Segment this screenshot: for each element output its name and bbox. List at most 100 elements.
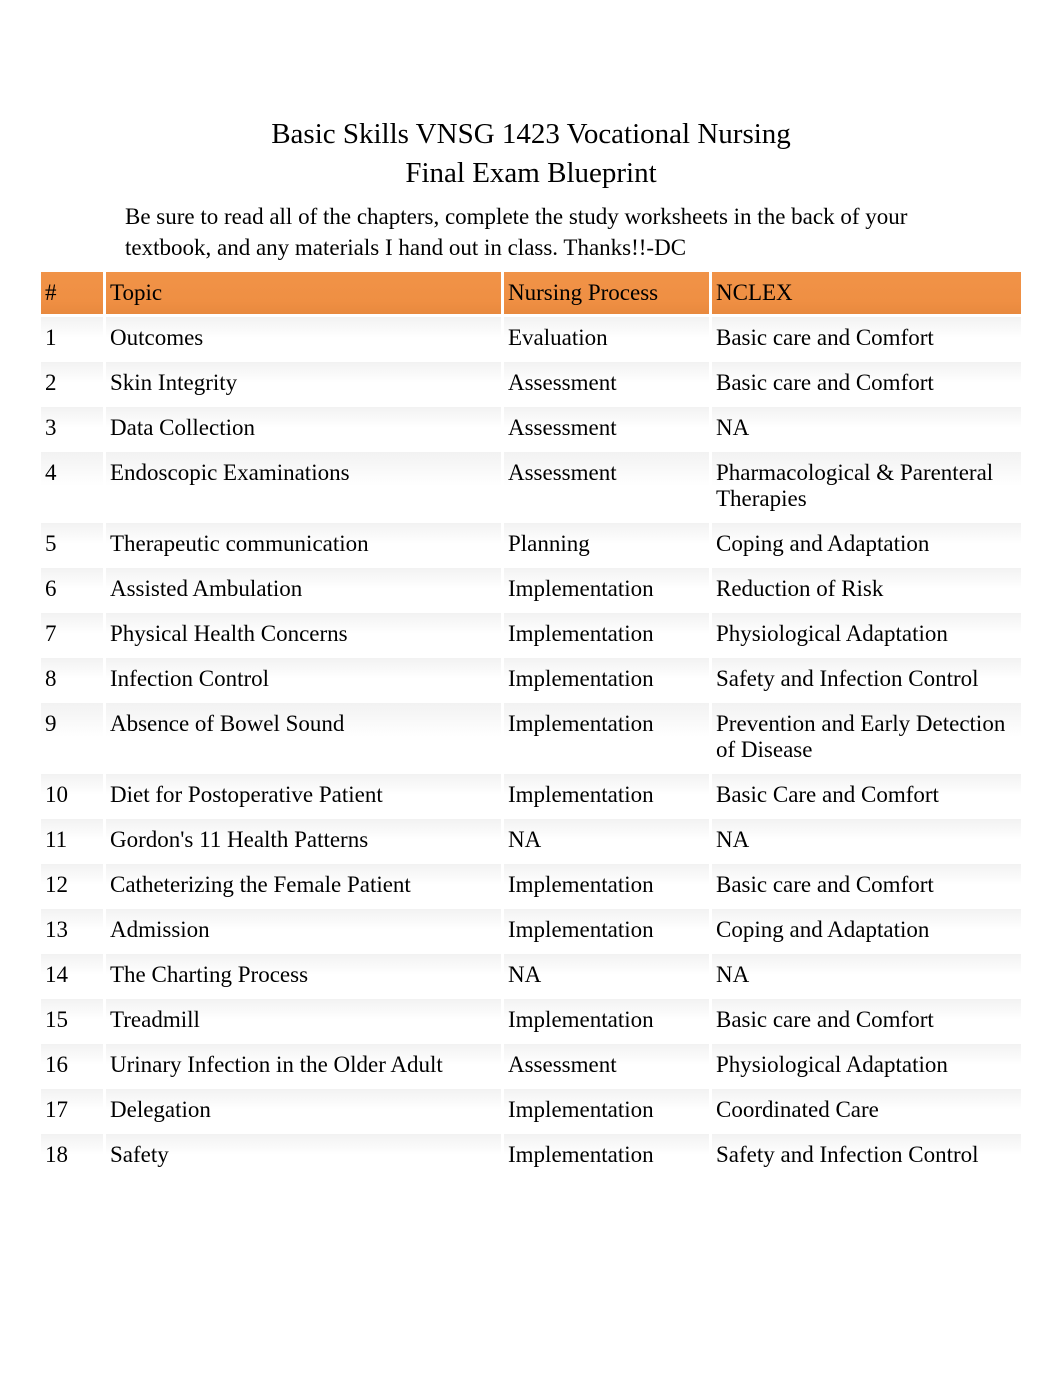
table-row: 5Therapeutic communicationPlanningCoping… bbox=[41, 523, 1021, 565]
cell-num: 4 bbox=[41, 452, 103, 520]
cell-process: Implementation bbox=[504, 1134, 709, 1176]
cell-num: 3 bbox=[41, 407, 103, 449]
cell-topic: Physical Health Concerns bbox=[106, 613, 501, 655]
table-row: 17DelegationImplementationCoordinated Ca… bbox=[41, 1089, 1021, 1131]
cell-topic: Delegation bbox=[106, 1089, 501, 1131]
cell-nclex: NA bbox=[712, 954, 1021, 996]
cell-process: Implementation bbox=[504, 703, 709, 771]
cell-num: 13 bbox=[41, 909, 103, 951]
cell-process: Implementation bbox=[504, 658, 709, 700]
cell-num: 15 bbox=[41, 999, 103, 1041]
cell-num: 6 bbox=[41, 568, 103, 610]
header-num: # bbox=[41, 272, 103, 314]
cell-process: Assessment bbox=[504, 407, 709, 449]
table-row: 3Data CollectionAssessmentNA bbox=[41, 407, 1021, 449]
cell-num: 12 bbox=[41, 864, 103, 906]
cell-num: 14 bbox=[41, 954, 103, 996]
table-row: 15TreadmillImplementationBasic care and … bbox=[41, 999, 1021, 1041]
cell-num: 1 bbox=[41, 317, 103, 359]
cell-topic: Gordon's 11 Health Patterns bbox=[106, 819, 501, 861]
cell-topic: Treadmill bbox=[106, 999, 501, 1041]
cell-num: 5 bbox=[41, 523, 103, 565]
cell-process: Assessment bbox=[504, 452, 709, 520]
table-row: 14The Charting ProcessNANA bbox=[41, 954, 1021, 996]
cell-process: Implementation bbox=[504, 864, 709, 906]
cell-topic: Absence of Bowel Sound bbox=[106, 703, 501, 771]
table-row: 2Skin IntegrityAssessmentBasic care and … bbox=[41, 362, 1021, 404]
table-row: 6Assisted AmbulationImplementationReduct… bbox=[41, 568, 1021, 610]
table-row: 1OutcomesEvaluationBasic care and Comfor… bbox=[41, 317, 1021, 359]
cell-nclex: Physiological Adaptation bbox=[712, 1044, 1021, 1086]
cell-topic: Outcomes bbox=[106, 317, 501, 359]
table-row: 10Diet for Postoperative PatientImplemen… bbox=[41, 774, 1021, 816]
table-row: 9Absence of Bowel SoundImplementationPre… bbox=[41, 703, 1021, 771]
cell-nclex: Basic care and Comfort bbox=[712, 362, 1021, 404]
header-process: Nursing Process bbox=[504, 272, 709, 314]
title-line-2: Final Exam Blueprint bbox=[30, 154, 1032, 193]
cell-topic: Assisted Ambulation bbox=[106, 568, 501, 610]
table-row: 12Catheterizing the Female PatientImplem… bbox=[41, 864, 1021, 906]
cell-topic: Urinary Infection in the Older Adult bbox=[106, 1044, 501, 1086]
cell-process: Evaluation bbox=[504, 317, 709, 359]
cell-process: Implementation bbox=[504, 613, 709, 655]
blueprint-table: # Topic Nursing Process NCLEX 1OutcomesE… bbox=[38, 269, 1024, 1179]
cell-num: 8 bbox=[41, 658, 103, 700]
cell-nclex: Coping and Adaptation bbox=[712, 909, 1021, 951]
cell-process: Implementation bbox=[504, 568, 709, 610]
table-row: 11Gordon's 11 Health PatternsNANA bbox=[41, 819, 1021, 861]
cell-nclex: Pharmacological & Parenteral Therapies bbox=[712, 452, 1021, 520]
cell-topic: Infection Control bbox=[106, 658, 501, 700]
cell-process: Implementation bbox=[504, 999, 709, 1041]
title-block: Basic Skills VNSG 1423 Vocational Nursin… bbox=[30, 115, 1032, 193]
cell-nclex: Coordinated Care bbox=[712, 1089, 1021, 1131]
cell-process: Planning bbox=[504, 523, 709, 565]
table-row: 16Urinary Infection in the Older AdultAs… bbox=[41, 1044, 1021, 1086]
cell-nclex: Safety and Infection Control bbox=[712, 658, 1021, 700]
table-header-row: # Topic Nursing Process NCLEX bbox=[41, 272, 1021, 314]
cell-process: NA bbox=[504, 954, 709, 996]
cell-num: 16 bbox=[41, 1044, 103, 1086]
instructions-text: Be sure to read all of the chapters, com… bbox=[30, 201, 1032, 263]
title-line-1: Basic Skills VNSG 1423 Vocational Nursin… bbox=[30, 115, 1032, 154]
cell-process: NA bbox=[504, 819, 709, 861]
cell-num: 7 bbox=[41, 613, 103, 655]
cell-process: Implementation bbox=[504, 909, 709, 951]
cell-nclex: Coping and Adaptation bbox=[712, 523, 1021, 565]
table-row: 7Physical Health ConcernsImplementationP… bbox=[41, 613, 1021, 655]
cell-topic: Endoscopic Examinations bbox=[106, 452, 501, 520]
cell-topic: Therapeutic communication bbox=[106, 523, 501, 565]
cell-nclex: NA bbox=[712, 819, 1021, 861]
cell-num: 18 bbox=[41, 1134, 103, 1176]
header-nclex: NCLEX bbox=[712, 272, 1021, 314]
header-topic: Topic bbox=[106, 272, 501, 314]
cell-process: Assessment bbox=[504, 1044, 709, 1086]
cell-nclex: Basic care and Comfort bbox=[712, 864, 1021, 906]
table-row: 8Infection ControlImplementationSafety a… bbox=[41, 658, 1021, 700]
cell-nclex: NA bbox=[712, 407, 1021, 449]
cell-nclex: Basic Care and Comfort bbox=[712, 774, 1021, 816]
table-row: 18SafetyImplementationSafety and Infecti… bbox=[41, 1134, 1021, 1176]
cell-num: 9 bbox=[41, 703, 103, 771]
table-row: 13AdmissionImplementationCoping and Adap… bbox=[41, 909, 1021, 951]
document-container: Basic Skills VNSG 1423 Vocational Nursin… bbox=[30, 115, 1032, 1179]
cell-topic: The Charting Process bbox=[106, 954, 501, 996]
cell-topic: Diet for Postoperative Patient bbox=[106, 774, 501, 816]
cell-nclex: Reduction of Risk bbox=[712, 568, 1021, 610]
cell-topic: Catheterizing the Female Patient bbox=[106, 864, 501, 906]
cell-nclex: Basic care and Comfort bbox=[712, 317, 1021, 359]
table-row: 4Endoscopic ExaminationsAssessmentPharma… bbox=[41, 452, 1021, 520]
table-wrap: # Topic Nursing Process NCLEX 1OutcomesE… bbox=[30, 269, 1032, 1179]
cell-topic: Skin Integrity bbox=[106, 362, 501, 404]
cell-nclex: Prevention and Early Detection of Diseas… bbox=[712, 703, 1021, 771]
table-body: 1OutcomesEvaluationBasic care and Comfor… bbox=[41, 317, 1021, 1176]
cell-num: 11 bbox=[41, 819, 103, 861]
cell-nclex: Basic care and Comfort bbox=[712, 999, 1021, 1041]
cell-process: Assessment bbox=[504, 362, 709, 404]
cell-num: 17 bbox=[41, 1089, 103, 1131]
cell-topic: Safety bbox=[106, 1134, 501, 1176]
cell-process: Implementation bbox=[504, 774, 709, 816]
cell-nclex: Safety and Infection Control bbox=[712, 1134, 1021, 1176]
cell-topic: Data Collection bbox=[106, 407, 501, 449]
cell-num: 2 bbox=[41, 362, 103, 404]
cell-nclex: Physiological Adaptation bbox=[712, 613, 1021, 655]
